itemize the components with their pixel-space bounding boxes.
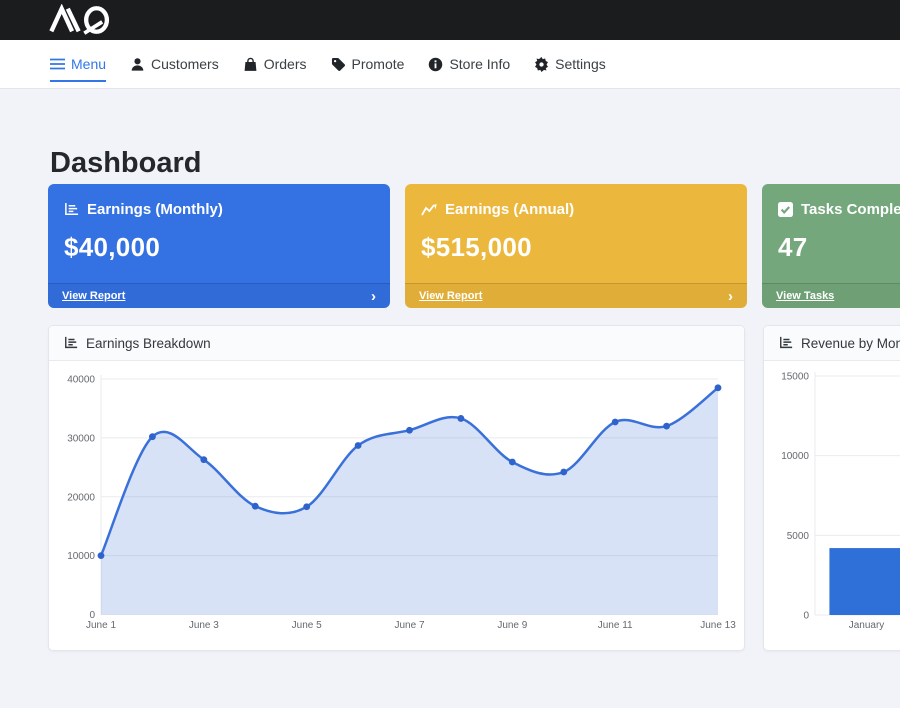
revenue-by-month-chart: 0 5000 10000 15000 January xyxy=(764,361,900,650)
stat-card-header: Tasks Completed xyxy=(762,184,900,218)
brand-logo[interactable] xyxy=(45,4,133,36)
svg-text:June 1: June 1 xyxy=(86,620,116,631)
nav-item-label: Customers xyxy=(151,56,219,72)
bar-chart-icon xyxy=(65,336,78,349)
view-tasks-link[interactable]: View Tasks › xyxy=(762,283,900,308)
chart-title: Revenue by Month xyxy=(801,335,900,351)
bar-chart-icon xyxy=(65,202,79,215)
svg-text:June 9: June 9 xyxy=(497,620,527,631)
info-icon xyxy=(429,57,443,71)
revenue-by-month-card: Revenue by Month 0 5000 10000 15000 January xyxy=(763,325,900,651)
stat-cards-row: Earnings (Monthly) $40,000 View Report ›… xyxy=(48,184,900,308)
stat-card-title: Tasks Completed xyxy=(801,201,900,218)
chevron-right-icon: › xyxy=(728,287,733,305)
stat-card-title: Earnings (Monthly) xyxy=(87,201,223,218)
line-chart-icon xyxy=(421,203,437,215)
svg-text:10000: 10000 xyxy=(67,551,95,562)
stat-card-earnings-monthly: Earnings (Monthly) $40,000 View Report › xyxy=(48,184,390,308)
svg-text:January: January xyxy=(849,620,885,631)
stat-link-label: View Tasks xyxy=(776,290,835,302)
nav-item-label: Menu xyxy=(71,56,107,72)
svg-text:0: 0 xyxy=(803,611,809,622)
nav-item-settings[interactable]: Settings xyxy=(534,40,606,88)
hamburger-icon xyxy=(50,58,65,70)
nav-item-label: Store Info xyxy=(449,56,511,72)
stat-card-value: 47 xyxy=(778,232,808,262)
nav-item-label: Promote xyxy=(351,56,405,72)
chart-card-header: Revenue by Month xyxy=(764,326,900,361)
nav-item-promote[interactable]: Promote xyxy=(331,40,405,88)
tag-icon xyxy=(331,57,345,71)
view-report-link[interactable]: View Report › xyxy=(405,283,747,308)
nav-item-store-info[interactable]: Store Info xyxy=(428,40,510,88)
chart-title: Earnings Breakdown xyxy=(86,335,211,351)
svg-text:June 3: June 3 xyxy=(189,620,219,631)
check-square-icon xyxy=(778,202,793,217)
nav-item-menu[interactable]: Menu xyxy=(50,40,107,88)
top-app-bar xyxy=(0,0,900,40)
nav-item-orders[interactable]: Orders xyxy=(243,40,307,88)
main-content: Dashboard Earnings (Monthly) $40,000 Vie… xyxy=(0,89,900,708)
stat-card-value: $515,000 xyxy=(421,232,532,262)
svg-text:June 11: June 11 xyxy=(598,620,633,631)
chart-card-header: Earnings Breakdown xyxy=(49,326,744,361)
svg-text:10000: 10000 xyxy=(781,451,809,462)
stat-link-label: View Report xyxy=(419,290,483,302)
bag-icon xyxy=(244,57,257,71)
svg-text:15000: 15000 xyxy=(781,372,809,383)
bar-chart-icon xyxy=(780,336,793,349)
svg-text:June 13: June 13 xyxy=(700,620,736,631)
chevron-right-icon: › xyxy=(371,287,376,305)
svg-text:20000: 20000 xyxy=(67,492,95,503)
stat-card-header: Earnings (Annual) xyxy=(405,184,747,218)
stat-card-earnings-annual: Earnings (Annual) $515,000 View Report › xyxy=(405,184,747,308)
gear-icon xyxy=(535,56,549,72)
svg-text:June 7: June 7 xyxy=(394,620,424,631)
active-tab-underline xyxy=(50,80,107,82)
nav-item-label: Orders xyxy=(263,56,307,72)
svg-text:0: 0 xyxy=(89,610,95,621)
svg-text:June 5: June 5 xyxy=(292,620,322,631)
person-icon xyxy=(131,57,144,71)
view-report-link[interactable]: View Report › xyxy=(48,283,390,308)
stat-card-tasks-completed: Tasks Completed 47 View Tasks › xyxy=(762,184,900,308)
stat-card-header: Earnings (Monthly) xyxy=(48,184,390,218)
earnings-breakdown-card: Earnings Breakdown 0 10000 20000 30000 40000… xyxy=(48,325,745,651)
nav-item-customers[interactable]: Customers xyxy=(130,40,219,88)
svg-text:30000: 30000 xyxy=(67,433,95,444)
stat-card-value: $40,000 xyxy=(64,232,161,262)
earnings-breakdown-chart: 0 10000 20000 30000 40000 June 1 June 3 June 5 J… xyxy=(49,361,744,650)
nav-item-label: Settings xyxy=(555,56,606,72)
svg-text:40000: 40000 xyxy=(67,375,95,386)
svg-text:5000: 5000 xyxy=(787,531,810,542)
page-title: Dashboard xyxy=(50,147,202,179)
stat-card-title: Earnings (Annual) xyxy=(445,201,575,218)
stat-link-label: View Report xyxy=(62,290,126,302)
main-nav: Menu Customers Orders Promote Store Info xyxy=(0,40,900,89)
charts-row: Earnings Breakdown 0 10000 20000 30000 40000… xyxy=(48,325,900,651)
